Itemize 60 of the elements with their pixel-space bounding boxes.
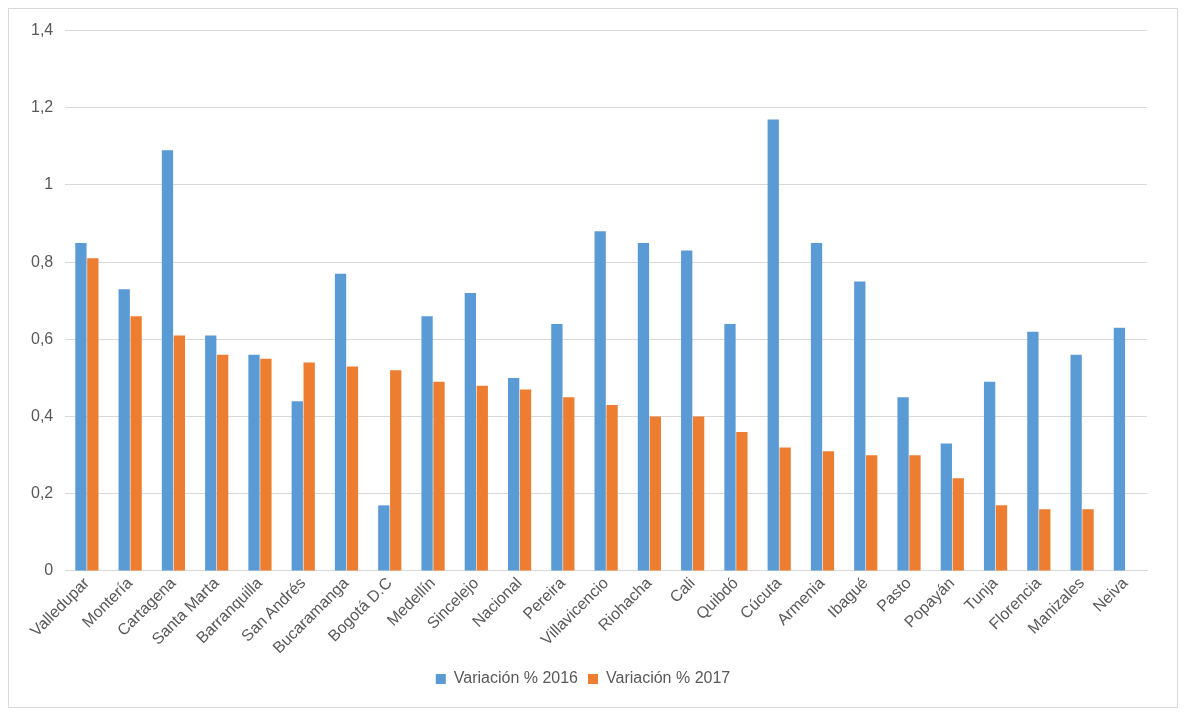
bar <box>1082 509 1094 571</box>
bar <box>248 354 260 571</box>
y-tick-label: 0,8 <box>30 252 54 270</box>
bar <box>1113 327 1126 571</box>
bar <box>724 323 736 571</box>
bar <box>334 273 347 571</box>
bar <box>476 385 488 571</box>
bar <box>519 389 532 571</box>
y-tick-label: 0,2 <box>30 484 54 502</box>
bar <box>983 381 996 571</box>
bar <box>303 362 315 571</box>
y-tick-label: 0,6 <box>30 329 54 347</box>
y-tick-label: 0 <box>44 561 54 579</box>
bar <box>779 447 791 571</box>
bar <box>854 281 866 571</box>
bar <box>346 366 359 571</box>
bar <box>260 358 272 571</box>
bar <box>897 397 909 571</box>
bar <box>378 505 390 571</box>
y-tick-label: 1,4 <box>30 21 54 39</box>
bar <box>87 258 99 571</box>
bar <box>637 242 650 571</box>
bar <box>551 323 563 571</box>
bar <box>995 505 1008 571</box>
bar <box>563 397 575 571</box>
legend-label: Variación % 2016 <box>453 669 579 687</box>
legend-label: Variación % 2017 <box>606 669 731 687</box>
bar <box>606 405 618 571</box>
bar <box>216 354 229 571</box>
bar <box>767 119 779 571</box>
bar <box>390 370 402 571</box>
bar <box>594 231 606 571</box>
bar <box>118 289 130 571</box>
bar <box>1027 331 1039 571</box>
y-tick-label: 1 <box>44 175 54 193</box>
bar <box>866 455 878 571</box>
x-tick-label: Cali <box>666 573 698 606</box>
bar <box>433 381 445 571</box>
bar <box>681 250 693 571</box>
bar <box>940 443 952 571</box>
y-tick-label: 1,2 <box>30 98 54 116</box>
bar <box>205 335 217 571</box>
bar <box>291 401 303 571</box>
bar <box>736 432 748 571</box>
bar <box>952 478 964 571</box>
bar <box>1039 509 1051 571</box>
bar <box>1070 354 1082 571</box>
bar <box>130 316 142 571</box>
bar <box>464 293 477 571</box>
bar <box>810 242 823 571</box>
y-tick-label: 0,4 <box>30 406 54 424</box>
bar <box>649 416 661 571</box>
bar <box>161 150 174 571</box>
bar <box>909 455 921 571</box>
bar <box>421 316 433 571</box>
bar <box>173 335 186 571</box>
bar <box>822 451 835 571</box>
bar <box>507 377 520 571</box>
bar <box>692 416 705 571</box>
bar <box>75 242 87 571</box>
